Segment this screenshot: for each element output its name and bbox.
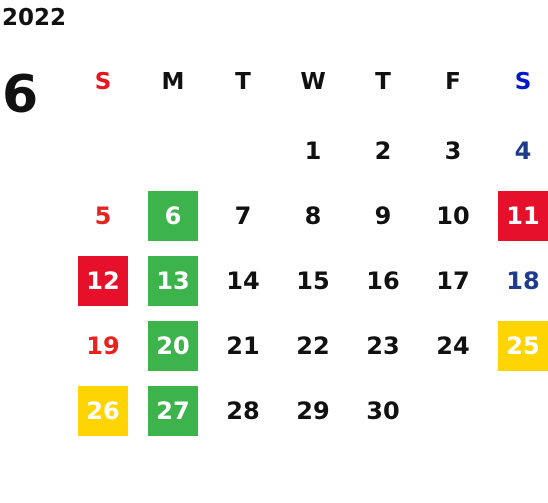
- day-highlight: [498, 191, 548, 241]
- day-number: 7: [235, 202, 252, 230]
- day-number: 28: [226, 397, 259, 425]
- day-number: 26: [86, 397, 119, 425]
- day-number: 11: [506, 202, 539, 230]
- day-number: 2: [375, 137, 392, 165]
- day-highlight: [498, 321, 548, 371]
- day-number: 20: [156, 332, 189, 360]
- weekday-label: W: [300, 69, 325, 95]
- day-number: 13: [156, 267, 189, 295]
- day-number: 27: [156, 397, 189, 425]
- day-number: 6: [165, 202, 182, 230]
- day-number: 15: [296, 267, 329, 295]
- day-number: 12: [86, 267, 119, 295]
- day-number: 4: [515, 137, 532, 165]
- day-number: 30: [366, 397, 399, 425]
- day-number: 17: [436, 267, 469, 295]
- day-number: 14: [226, 267, 259, 295]
- day-number: 8: [305, 202, 322, 230]
- year: 2022: [2, 5, 66, 31]
- day-number: 10: [436, 202, 469, 230]
- day-number: 21: [226, 332, 259, 360]
- month: 6: [2, 65, 38, 125]
- day-highlight: [148, 386, 198, 436]
- weekday-label: M: [162, 69, 185, 95]
- weekday-label: S: [515, 69, 532, 95]
- weekday-label: S: [95, 69, 112, 95]
- weekday-label: F: [445, 69, 461, 95]
- day-number: 18: [506, 267, 539, 295]
- day-number: 25: [506, 332, 539, 360]
- day-highlight: [78, 256, 128, 306]
- day-highlight: [148, 256, 198, 306]
- day-number: 3: [445, 137, 462, 165]
- day-number: 23: [366, 332, 399, 360]
- day-number: 1: [305, 137, 322, 165]
- day-number: 19: [86, 332, 119, 360]
- day-number: 24: [436, 332, 469, 360]
- day-number: 5: [95, 202, 112, 230]
- day-highlight: [148, 321, 198, 371]
- weekday-label: T: [375, 69, 391, 95]
- day-number: 16: [366, 267, 399, 295]
- weekday-label: T: [235, 69, 251, 95]
- day-number: 29: [296, 397, 329, 425]
- day-highlight: [78, 386, 128, 436]
- day-number: 22: [296, 332, 329, 360]
- day-number: 9: [375, 202, 392, 230]
- day-highlight: [148, 191, 198, 241]
